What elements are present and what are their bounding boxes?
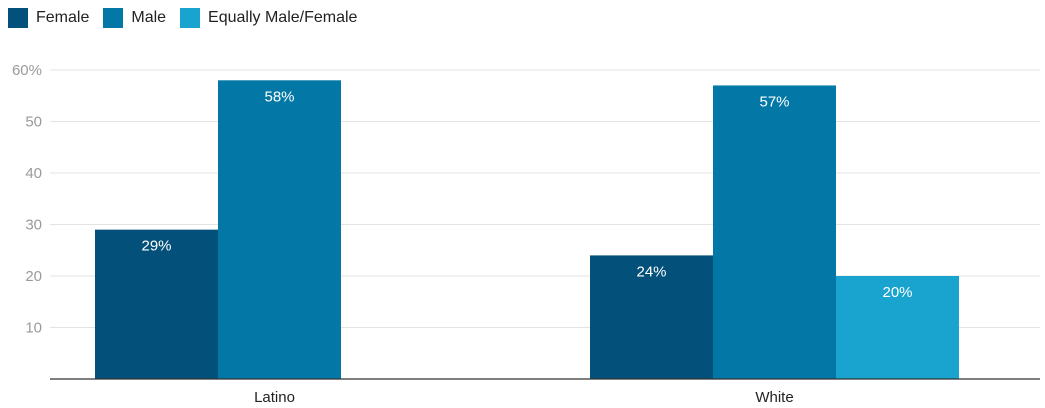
legend-swatch-male — [103, 8, 124, 28]
bar-data-label: 20% — [882, 284, 912, 301]
legend-swatch-equally — [180, 8, 201, 28]
bar-white-2 — [836, 276, 959, 379]
y-tick-label: 40 — [25, 165, 42, 182]
chart-legend: Female Male Equally Male/Female — [8, 6, 357, 30]
y-tick-label: 30 — [25, 217, 42, 234]
legend-item-equally: Equally Male/Female — [180, 8, 357, 28]
bar-white-1 — [713, 85, 836, 379]
legend-item-female: Female — [8, 8, 89, 28]
bar-data-label: 57% — [759, 93, 789, 110]
legend-item-male: Male — [103, 8, 166, 28]
legend-label-equally: Equally Male/Female — [208, 9, 358, 26]
bar-latino-1 — [218, 80, 341, 380]
bar-data-label: 58% — [264, 88, 294, 105]
y-tick-label: 50 — [25, 114, 42, 131]
y-tick-label: 20 — [25, 268, 42, 285]
legend-label-male: Male — [131, 9, 167, 26]
bar-white-0 — [590, 255, 713, 379]
x-category-label: White — [755, 389, 793, 406]
bar-latino-0 — [95, 229, 218, 379]
x-category-label: Latino — [254, 389, 295, 406]
y-tick-label: 10 — [25, 320, 42, 337]
legend-label-female: Female — [36, 9, 90, 26]
bar-data-label: 29% — [141, 238, 171, 255]
bar-data-label: 24% — [636, 263, 666, 280]
y-tick-label: 60% — [12, 62, 42, 79]
legend-swatch-female — [8, 8, 28, 28]
